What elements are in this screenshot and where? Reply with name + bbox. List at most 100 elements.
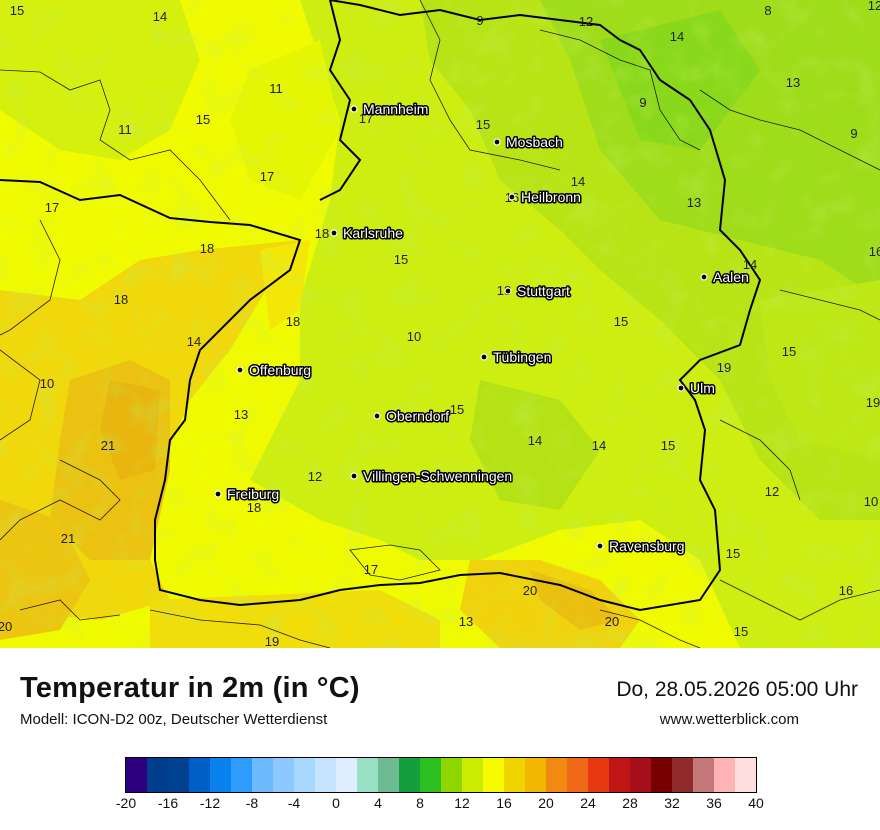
- value-label: 15: [476, 117, 490, 132]
- city-label: Mannheim: [363, 101, 428, 117]
- city-label-halo: Stuttgart: [517, 283, 570, 299]
- value-label: 15: [661, 438, 675, 453]
- value-label: 13: [459, 614, 473, 629]
- legend-tick-label: 20: [538, 795, 554, 811]
- value-label: 14: [528, 433, 542, 448]
- legend-swatch: [672, 758, 693, 792]
- city-dot: [700, 273, 708, 281]
- legend-tick-label: -20: [115, 795, 137, 811]
- value-label: 15: [394, 252, 408, 267]
- value-label: 13: [234, 407, 248, 422]
- value-label: 17: [260, 169, 274, 184]
- value-label: 16: [839, 583, 853, 598]
- value-label: 18: [315, 226, 329, 241]
- legend-swatch: [441, 758, 462, 792]
- legend-swatch: [189, 758, 210, 792]
- value-label: 15: [726, 546, 740, 561]
- district-borders: [0, 0, 880, 648]
- value-label: 17: [359, 111, 373, 126]
- legend-swatch: [252, 758, 273, 792]
- value-label: 15: [782, 344, 796, 359]
- value-label: 18: [114, 292, 128, 307]
- legend-swatch: [588, 758, 609, 792]
- legend-tick-label: -4: [287, 795, 301, 811]
- legend-swatch: [609, 758, 630, 792]
- city-label: Villingen-Schwenningen: [363, 468, 512, 484]
- value-label: 13: [786, 75, 800, 90]
- legend-swatch: [273, 758, 294, 792]
- legend-swatch: [168, 758, 189, 792]
- page-title: Temperatur in 2m (in °C): [20, 672, 360, 704]
- legend-swatch: [210, 758, 231, 792]
- legend-swatch: [378, 758, 399, 792]
- value-label: 17: [364, 562, 378, 577]
- value-label: 10: [864, 494, 878, 509]
- value-label: 19: [866, 395, 880, 410]
- legend-swatch: [399, 758, 420, 792]
- value-label: 12: [579, 14, 593, 29]
- value-label: 15: [734, 624, 748, 639]
- city-dot: [596, 542, 604, 550]
- city-label-halo: Karlsruhe: [343, 225, 403, 241]
- value-label: 15: [10, 3, 24, 18]
- value-label: 8: [764, 3, 771, 18]
- value-labels: 15 14 9 12 14 8 12 11 11 15 17 15 9 13 9 17 14 16 17 13 18 18…: [0, 0, 880, 648]
- city-label: Oberndorf: [386, 408, 449, 424]
- city-label: Stuttgart: [517, 283, 570, 299]
- city-label: Mosbach: [506, 134, 563, 150]
- website-link[interactable]: www.wetterblick.com: [659, 711, 799, 728]
- city-label: Ravensburg: [609, 538, 685, 554]
- value-label: 15: [614, 314, 628, 329]
- state-border: [319, 0, 362, 201]
- value-label: 9: [850, 126, 857, 141]
- value-label: 10: [40, 376, 54, 391]
- city-label-halo: Heilbronn: [521, 189, 581, 205]
- value-label: 21: [101, 438, 115, 453]
- city-label-halo: Ravensburg: [609, 538, 685, 554]
- city-label: Freiburg: [227, 486, 279, 502]
- grain-overlay: [0, 0, 880, 648]
- legend-swatch: [651, 758, 672, 792]
- value-label: 20: [605, 614, 619, 629]
- value-label: 19: [265, 634, 279, 648]
- forecast-datetime: Do, 28.05.2026 05:00 Uhr: [616, 678, 858, 701]
- value-label: 19: [717, 360, 731, 375]
- city-label-halo: Offenburg: [249, 362, 311, 378]
- city-label-halo: Aalen: [713, 269, 749, 285]
- value-label: 20: [523, 583, 537, 598]
- city-dot: [214, 490, 222, 498]
- temperature-map: 15 14 9 12 14 8 12 11 11 15 17 15 9 13 9 17 14 16 17 13 18 18…: [0, 0, 880, 648]
- legend-swatch: [735, 758, 756, 792]
- city-label-halo: Villingen-Schwenningen: [363, 468, 512, 484]
- value-label: 14: [670, 29, 684, 44]
- city-label: Karlsruhe: [343, 225, 403, 241]
- legend-swatch: [315, 758, 336, 792]
- value-label: 11: [118, 122, 132, 137]
- legend-swatch: [231, 758, 252, 792]
- legend-swatch: [630, 758, 651, 792]
- legend-tick-label: 0: [332, 795, 340, 811]
- value-label: 18: [286, 314, 300, 329]
- legend-swatch: [462, 758, 483, 792]
- value-label: 18: [200, 241, 214, 256]
- value-label: 14: [592, 438, 606, 453]
- value-label: 16: [869, 244, 880, 259]
- city-dot: [493, 138, 501, 146]
- city-dot: [504, 287, 512, 295]
- legend-tick-label: 12: [454, 795, 470, 811]
- legend-tick-label: 16: [496, 795, 512, 811]
- value-label: 9: [639, 95, 646, 110]
- legend-tick-label: 8: [416, 795, 424, 811]
- city-label-halo: Mosbach: [506, 134, 563, 150]
- value-label: 15: [196, 112, 210, 127]
- value-label: 17: [45, 200, 59, 215]
- city-dot: [236, 366, 244, 374]
- city-dot: [508, 193, 516, 201]
